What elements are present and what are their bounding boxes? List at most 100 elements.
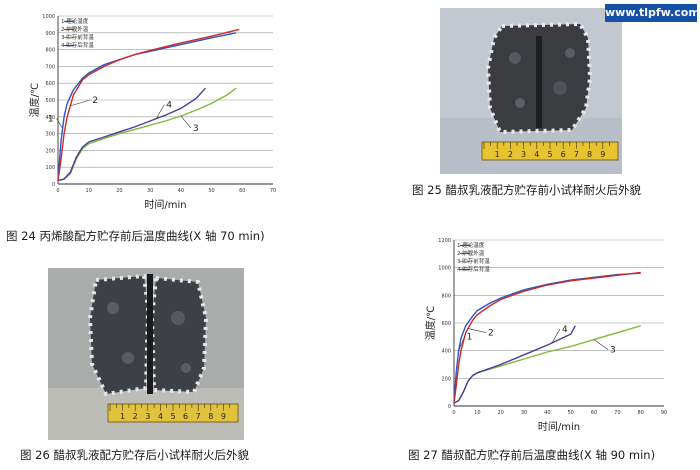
fig27-x-tick-label: 70 (614, 410, 620, 416)
fig24-curve-leader (156, 104, 165, 119)
fig26-ruler-number: 9 (221, 412, 226, 421)
fig27-x-tick-label: 50 (567, 410, 573, 416)
fig24-x-tick-label: 40 (178, 188, 184, 194)
fig27-y-tick-label: 0 (448, 404, 451, 410)
fig27-chart: 0 200 400 600 800 1000 1200 0 10 20 30 40 50 60 70 80 90… (424, 238, 667, 433)
fig25-ruler-number: 2 (508, 150, 513, 159)
fig25-ruler-number: 8 (587, 150, 592, 159)
fig27-caption: 图 27 醋叔配方贮存前后温度曲线(X 轴 90 min) (408, 448, 656, 462)
fig26-ruler-number: 8 (208, 412, 213, 421)
fig24-y-tick-label: 200 (45, 148, 55, 154)
fig24-curve-leader (56, 118, 63, 129)
fig27-x-tick-label: 60 (591, 410, 597, 416)
fig24-legend-entry: 4 贮存后背温 (61, 41, 94, 49)
fig26-ruler-number: 4 (158, 412, 163, 421)
fig24-x-tick-label: 70 (270, 188, 276, 194)
fig25-ruler-number: 3 (521, 150, 526, 159)
fig27-x-tick-label: 80 (637, 410, 643, 416)
fig27-y-tick-label: 600 (441, 321, 451, 327)
fig24-y-tick-label: 1000 (42, 14, 55, 20)
fig24-x-tick-label: 60 (239, 188, 245, 194)
fig26-ruler-number: 7 (196, 412, 201, 421)
fig27-x-tick-label: 0 (452, 410, 455, 416)
fig27-curve-leader (458, 336, 465, 351)
fig27-y-tick-label: 800 (441, 293, 451, 299)
fig26-caption: 图 26 醋叔乳液配方贮存后小试样耐火后外貌 (20, 448, 249, 462)
fig24-curve-label: 2 (92, 96, 98, 106)
fig24-curve-label: 1 (48, 115, 54, 125)
fig24-y-tick-label: 600 (45, 81, 55, 87)
fig24-series-line-3 (57, 87, 237, 182)
fig24-series-line-4 (57, 87, 206, 182)
fig24-y-tick-label: 900 (45, 31, 55, 37)
fig24-series-line-2 (57, 28, 240, 181)
fig27-series-line-3 (453, 325, 641, 404)
fig27-curve-leader (467, 328, 487, 333)
fig25-ruler-number: 9 (600, 150, 605, 159)
fig24-x-tick-label: 10 (86, 188, 92, 194)
fig26-ruler-number: 1 (120, 412, 125, 421)
fig24-x-tick-label: 50 (208, 188, 214, 194)
fig24-legend-entry: 2 炉膛外温 (61, 25, 89, 33)
fig27-curve-leader (593, 339, 609, 350)
fig24-x-tick-label: 30 (147, 188, 153, 194)
fig24-x-tick-label: 0 (56, 188, 59, 194)
fig27-curve-leader (551, 328, 561, 344)
fig25-ruler-number: 7 (574, 150, 579, 159)
fig24-y-tick-label: 500 (45, 98, 55, 104)
fig27-y-tick-label: 1200 (438, 238, 451, 244)
fig24-curve-leader (180, 115, 192, 129)
fig24-curve-label: 4 (166, 101, 172, 111)
fig27-x-tick-label: 10 (474, 410, 480, 416)
fig24-y-axis-label: 温度/℃ (28, 83, 41, 118)
fig27-legend-entry: 4 贮存后背温 (457, 265, 490, 273)
fig25-ruler-number: 6 (561, 150, 566, 159)
fig26-ruler-number: 2 (133, 412, 138, 421)
fig24-curve-leader (70, 99, 91, 107)
fig27-legend-entry: 1 理论温度 (457, 241, 485, 249)
fig27-y-tick-label: 200 (441, 376, 451, 382)
fig27-legend-entry: 2 炉膛外温 (457, 249, 485, 257)
fig24-caption: 图 24 丙烯酸配方贮存前后温度曲线(X 轴 70 min) (6, 229, 265, 243)
fig27-curve-label: 1 (467, 333, 473, 343)
fig27-curve-label: 3 (610, 346, 616, 356)
fig25-ruler-number: 5 (547, 150, 552, 159)
fig27-curve-label: 2 (488, 329, 494, 339)
fig24-y-tick-label: 700 (45, 64, 55, 70)
fig25-ruler-number: 1 (495, 150, 500, 159)
fig25-caption: 图 25 醋叔乳液配方贮存前小试样耐火后外貌 (412, 183, 641, 197)
watermark: www.tlpfw.com (605, 4, 700, 22)
fig26-ruler-number: 5 (170, 412, 175, 421)
fig24-x-axis-label: 时间/min (144, 198, 186, 211)
fig27-y-tick-label: 1000 (438, 266, 451, 272)
fig27-series-line-2 (453, 271, 641, 404)
fig26-ruler-number: 6 (183, 412, 188, 421)
fig25-ruler-number: 4 (534, 150, 539, 159)
fig27-series-line-1 (453, 272, 641, 404)
fig24-y-tick-label: 300 (45, 132, 55, 138)
fig27-x-tick-label: 30 (521, 410, 527, 416)
fig24-y-tick-label: 0 (52, 182, 55, 188)
fig27-y-axis-label: 温度/℃ (424, 306, 437, 341)
fig27-series-line-4 (453, 325, 576, 404)
fig26-ruler-number: 3 (145, 412, 150, 421)
fig24-y-tick-label: 400 (45, 115, 55, 121)
fig24-y-tick-label: 100 (45, 165, 55, 171)
fig27-x-tick-label: 20 (497, 410, 503, 416)
fig27-legend-entry: 3 贮存前背温 (457, 257, 490, 265)
fig24-chart: 0 100 200 300 400 500 600 700 800 900 1000 0 10 20 30 4… (28, 14, 276, 211)
fig24-series-line-1 (57, 32, 237, 181)
fig24-curve-label: 3 (193, 124, 199, 134)
fig27-curve-label: 4 (562, 325, 568, 335)
fig24-y-tick-label: 800 (45, 48, 55, 54)
fig27-y-tick-label: 400 (441, 349, 451, 355)
fig27-x-tick-label: 90 (661, 410, 667, 416)
fig24-legend-entry: 1 理论温度 (61, 17, 89, 25)
fig27-x-axis-label: 时间/min (538, 420, 580, 433)
